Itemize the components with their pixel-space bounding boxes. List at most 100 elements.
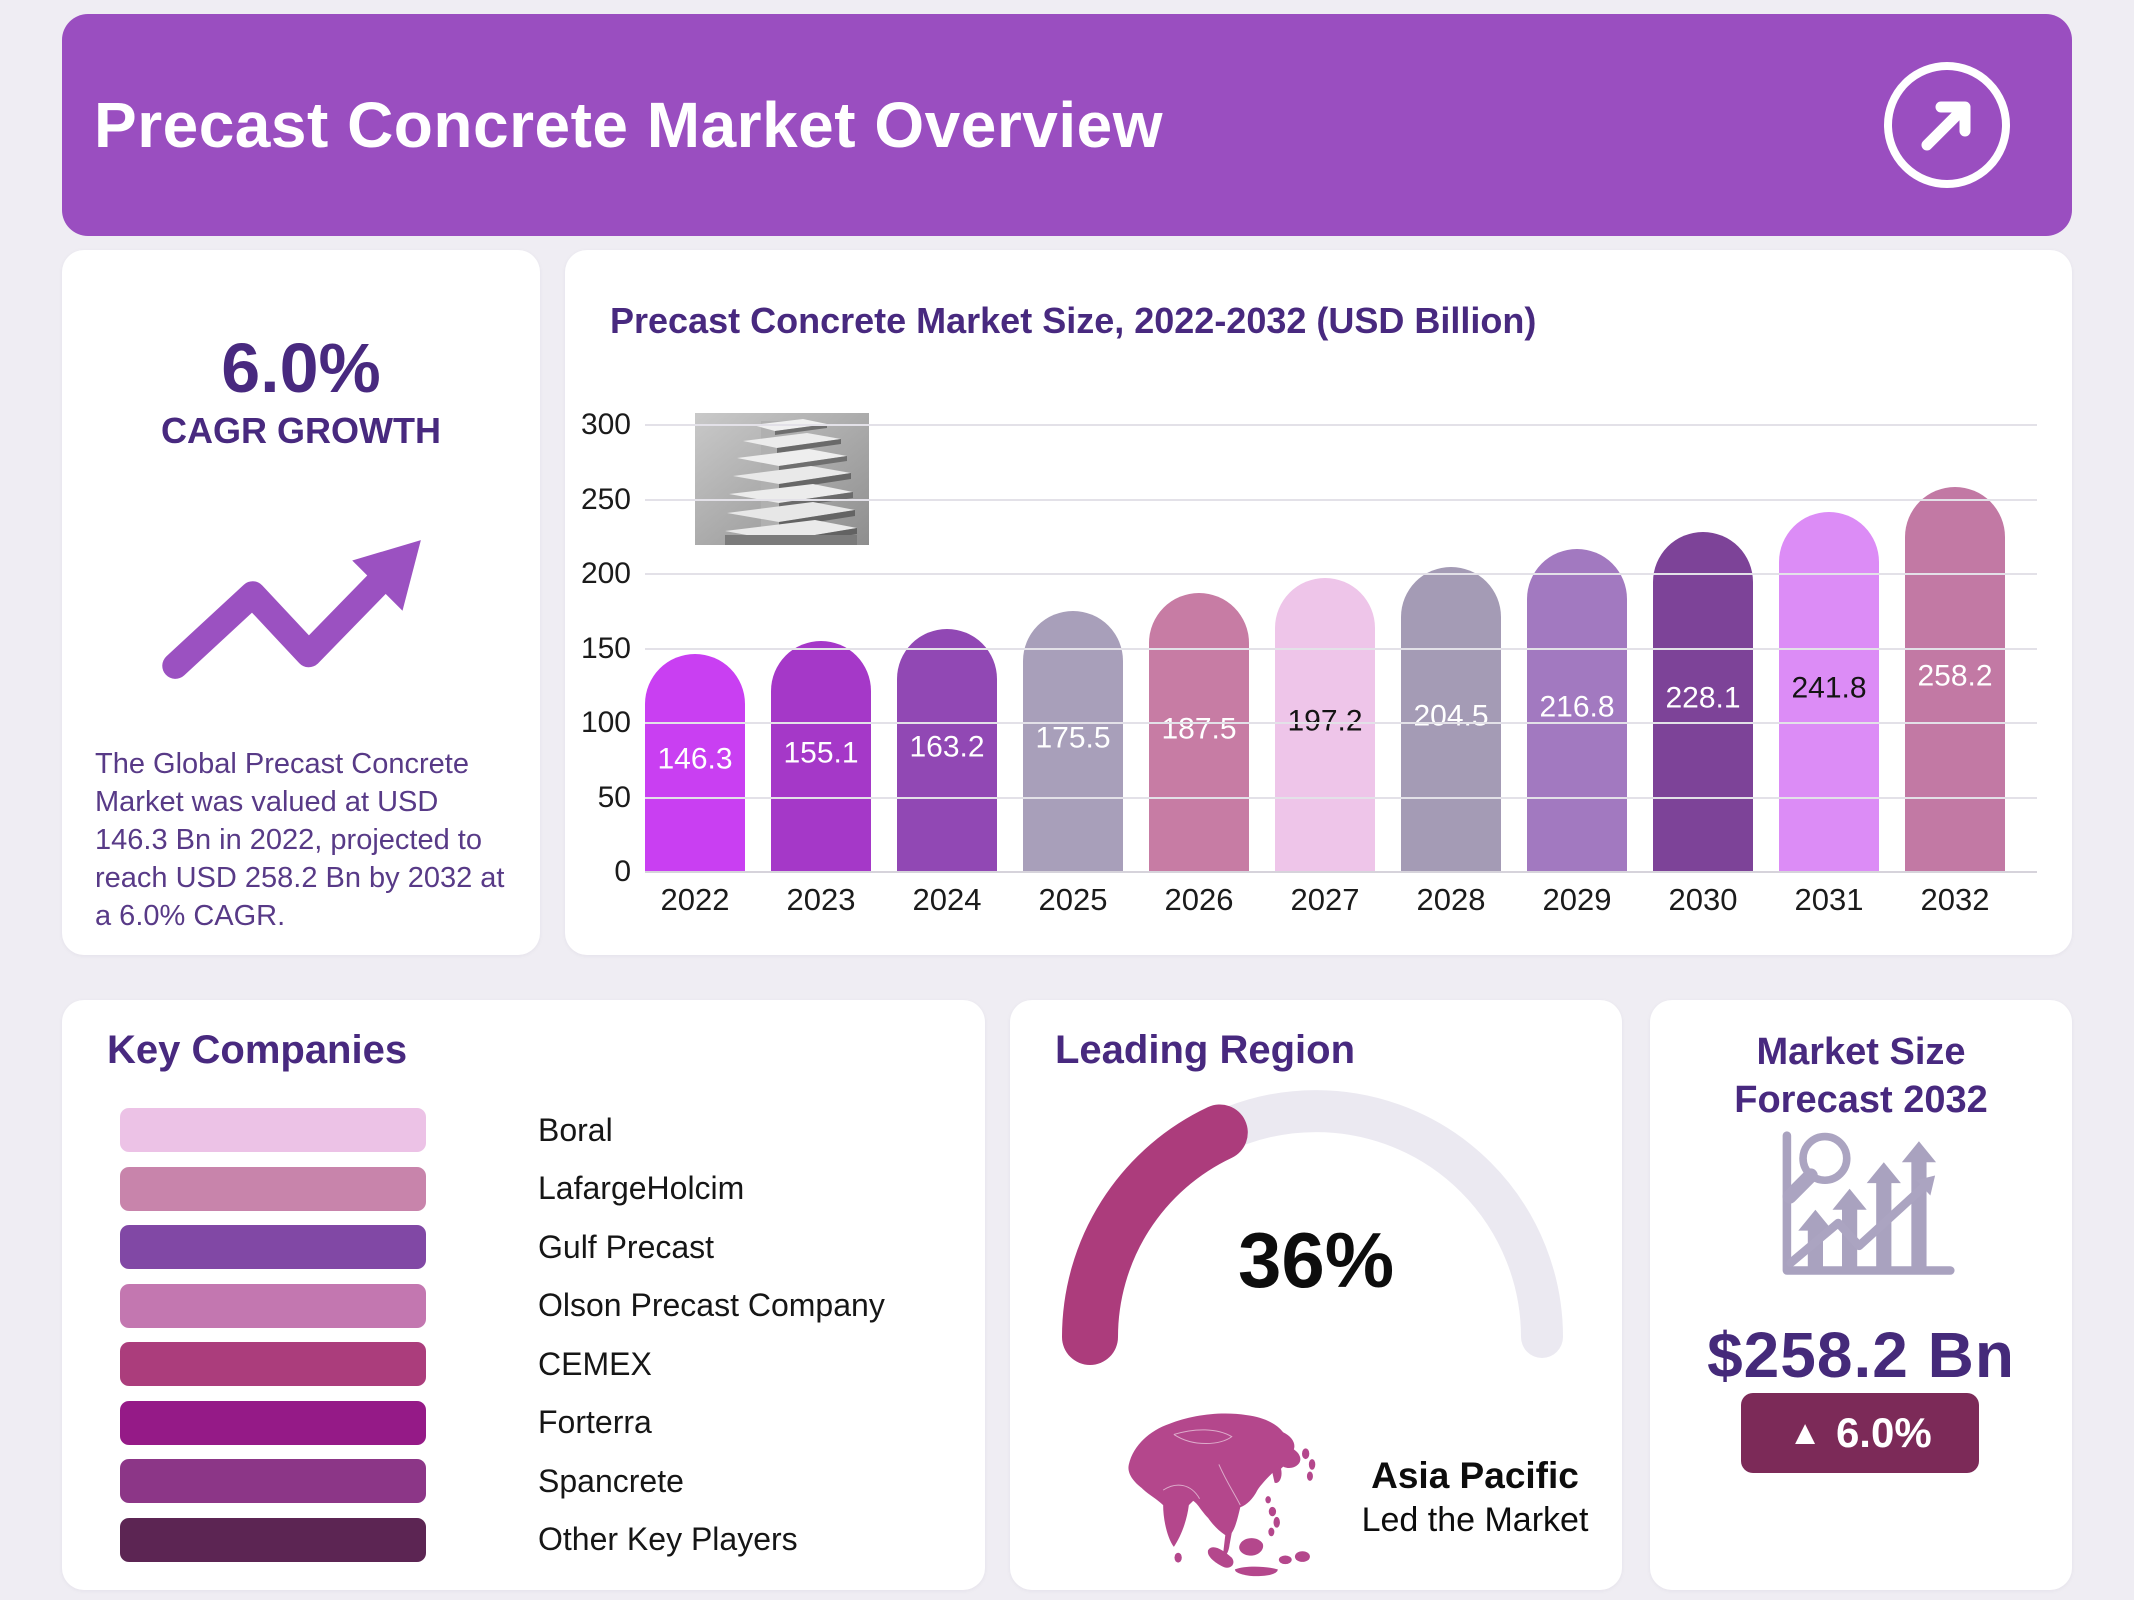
y-axis-tick-label: 200: [580, 557, 631, 590]
forecast-card: Market Size Forecast 2032 $258.2 Bn ▲ 6.…: [1650, 1000, 2072, 1590]
company-name: Gulf Precast: [538, 1228, 715, 1265]
company-color-bar: [120, 1342, 426, 1386]
bar-value-label: 228.1: [1665, 681, 1741, 715]
key-companies-title: Key Companies: [107, 1028, 408, 1072]
cagr-card: 6.0% CAGR GROWTH The Global Precast Conc…: [62, 250, 540, 955]
company-name: Other Key Players: [538, 1521, 798, 1557]
leading-region-title: Leading Region: [1055, 1028, 1355, 1072]
bar-value-label: 197.2: [1287, 704, 1363, 738]
key-companies-card: Key Companies Boral LafargeHolcim Gulf Pre…: [62, 1000, 985, 1590]
bar-2022: 146.3: [645, 654, 745, 872]
bar-2028: 204.5: [1401, 567, 1501, 872]
bar-2029: 216.8: [1527, 549, 1627, 872]
y-axis-tick-label: 250: [580, 482, 631, 516]
company-row: Gulf Precast: [120, 1225, 950, 1269]
bar-2031: 241.8: [1779, 512, 1879, 872]
bar-value-label: 258.2: [1917, 659, 1993, 693]
forecast-value: $258.2 Bn: [1707, 1319, 2015, 1391]
y-axis-tick-label: 50: [597, 780, 631, 814]
leading-region-name: Asia Pacific: [1371, 1455, 1579, 1496]
key-companies-list: Boral LafargeHolcim Gulf Precast Olson Prec…: [120, 1108, 950, 1576]
company-name: Forterra: [538, 1404, 652, 1440]
leading-region-card: Leading Region 36%: [1010, 1000, 1622, 1590]
growth-badge: ▲ 6.0%: [1741, 1393, 1979, 1473]
arrow-up-right-circle-icon[interactable]: [1880, 58, 2014, 192]
gridline: [645, 498, 2037, 501]
y-axis-tick-label: 0: [614, 855, 631, 888]
asia-map-icon: [1128, 1413, 1316, 1577]
company-color-bar: [120, 1459, 426, 1503]
gridline: [645, 573, 2037, 575]
company-name: Spancrete: [538, 1462, 684, 1499]
x-axis-tick-label: 2032: [1920, 882, 1990, 917]
company-row: Forterra: [120, 1400, 950, 1445]
company-color-bar: [120, 1517, 426, 1562]
y-axis-tick-label: 150: [580, 631, 631, 665]
chart-title: Precast Concrete Market Size, 2022-2032 …: [610, 300, 1537, 341]
building-photo: [695, 413, 869, 545]
bar-2024: 163.2: [897, 629, 997, 872]
bar-value-label: 216.8: [1539, 690, 1615, 724]
company-row: Olson Precast Company: [120, 1283, 950, 1328]
company-color-bar: [120, 1166, 426, 1211]
x-axis-tick-label: 2024: [912, 882, 982, 917]
company-color-bar: [120, 1225, 426, 1269]
gauge-percent-value: 36%: [1237, 1216, 1395, 1304]
leading-region-caption: Led the Market: [1361, 1501, 1589, 1539]
x-axis-tick-label: 2029: [1542, 882, 1612, 917]
bar-2030: 228.1: [1653, 532, 1753, 872]
bar-value-label: 187.5: [1161, 712, 1237, 746]
x-axis-tick-label: 2030: [1668, 882, 1738, 917]
x-axis-tick-label: 2031: [1794, 882, 1864, 917]
bar-2025: 175.5: [1023, 611, 1123, 872]
market-size-chart-card: Precast Concrete Market Size, 2022-2032 …: [565, 250, 2072, 955]
company-color-bar: [120, 1283, 426, 1328]
company-row: Other Key Players: [120, 1517, 950, 1562]
cagr-label: CAGR GROWTH: [161, 410, 441, 451]
x-axis-tick-label: 2027: [1290, 882, 1360, 917]
page-title: Precast Concrete Market Overview: [94, 89, 1163, 161]
bar-value-label: 204.5: [1413, 699, 1489, 733]
header-banner: Precast Concrete Market Overview: [62, 14, 2072, 236]
gridline: [645, 796, 2037, 799]
bar-value-label: 163.2: [909, 730, 985, 764]
growth-chart-magnifier-icon: [1782, 1131, 1955, 1275]
company-name: CEMEX: [538, 1345, 652, 1382]
bar-value-label: 241.8: [1791, 671, 1867, 705]
company-row: LafargeHolcim: [120, 1166, 950, 1211]
trend-up-arrow-icon: [162, 540, 421, 679]
gridline: [645, 424, 2037, 426]
bar-2032: 258.2: [1905, 487, 2005, 872]
company-color-bar: [120, 1108, 426, 1152]
bar-2026: 187.5: [1149, 593, 1249, 872]
company-row: Spancrete: [120, 1459, 950, 1503]
x-axis-tick-label: 2023: [786, 882, 856, 917]
company-row: CEMEX: [120, 1342, 950, 1386]
bar-value-label: 155.1: [783, 736, 859, 770]
bar-2027: 197.2: [1275, 578, 1375, 872]
x-axis-tick-label: 2028: [1416, 882, 1486, 917]
bar-value-label: 175.5: [1035, 721, 1111, 755]
company-row: Boral: [120, 1108, 950, 1152]
cagr-description: The Global Precast Concrete Market was v…: [95, 748, 505, 932]
y-axis-tick-label: 100: [580, 706, 631, 739]
y-axis-tick-label: 300: [580, 408, 631, 441]
bar-2023: 155.1: [771, 641, 871, 872]
x-axis-tick-label: 2025: [1038, 882, 1108, 917]
up-triangle-icon: ▲: [1788, 1413, 1822, 1452]
company-name: Boral: [538, 1111, 613, 1148]
forecast-title: Market Size Forecast 2032: [1734, 1031, 1988, 1121]
company-name: LafargeHolcim: [538, 1170, 745, 1206]
cagr-value: 6.0%: [221, 329, 381, 407]
growth-badge-value: 6.0%: [1835, 1409, 1932, 1456]
company-name: Olson Precast Company: [538, 1287, 885, 1323]
bar-chart: 146.3 155.1 163.2 175.5 187.5 197.2 204.5 216.8…: [565, 250, 2072, 955]
gridline: [645, 647, 2037, 650]
gridline: [645, 871, 2037, 873]
x-axis-tick-label: 2022: [660, 882, 730, 917]
company-color-bar: [120, 1400, 426, 1445]
gridline: [645, 722, 2037, 724]
gauge-chart: [1062, 1090, 1563, 1365]
x-axis-tick-label: 2026: [1164, 882, 1234, 917]
